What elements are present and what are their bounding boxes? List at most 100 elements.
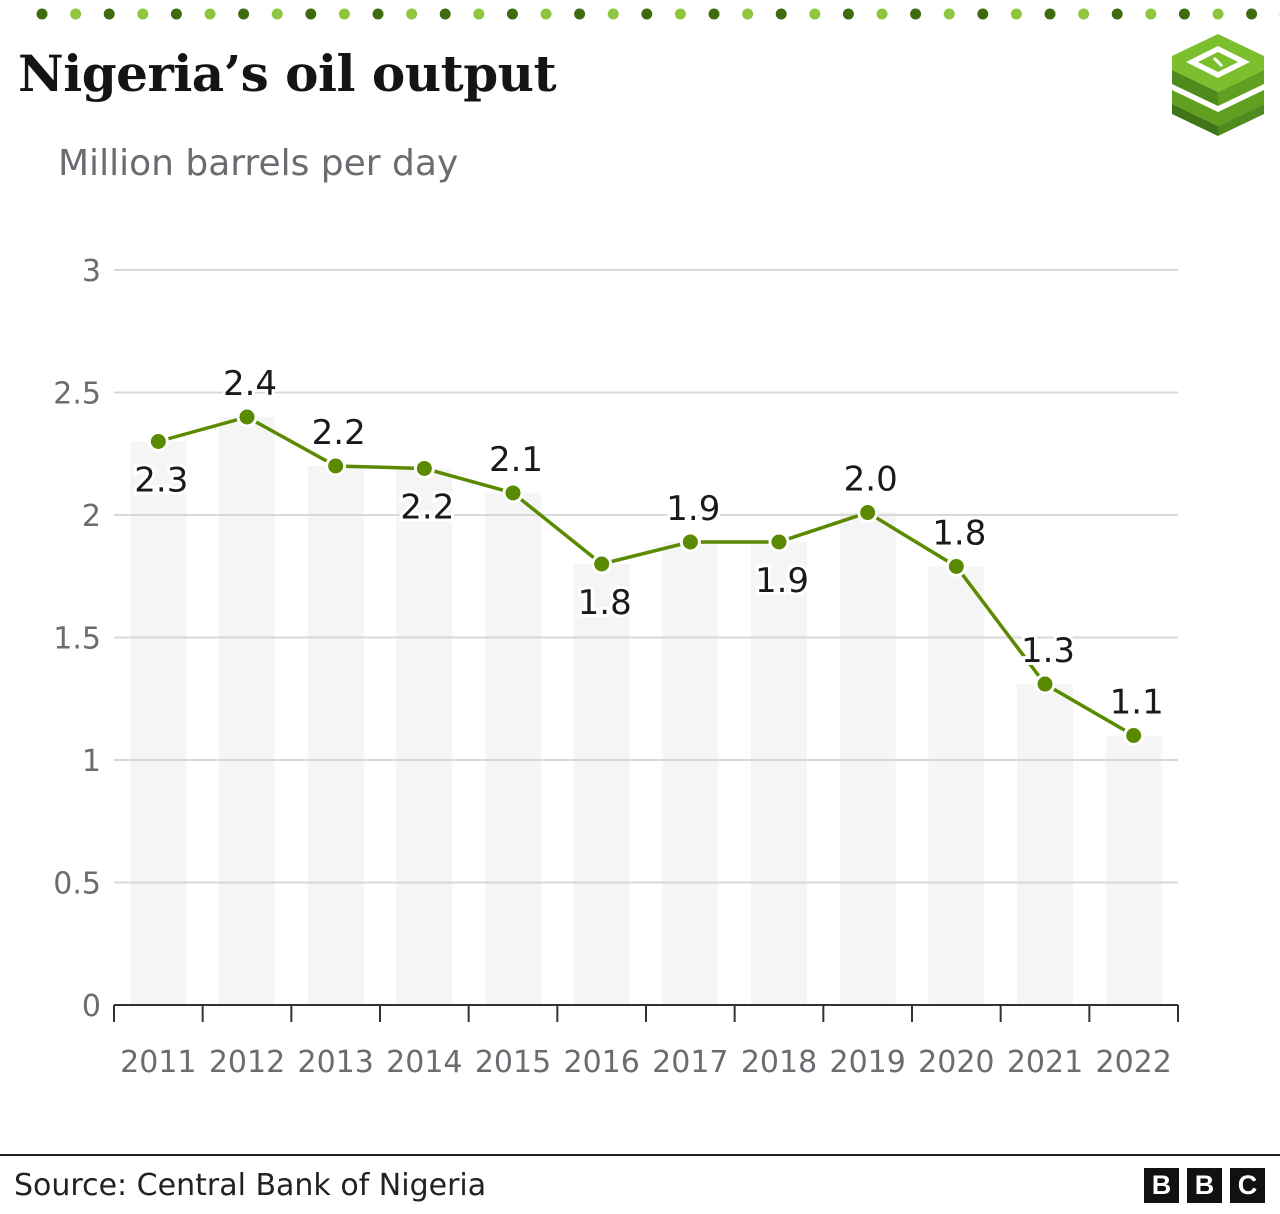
border-dot xyxy=(338,8,350,20)
series-line xyxy=(157,415,1135,738)
border-dot xyxy=(170,8,182,20)
bbc-logo-letter: B xyxy=(1187,1168,1222,1203)
x-tick-label: 2021 xyxy=(1007,1045,1083,1080)
border-dot xyxy=(70,8,82,20)
border-dot xyxy=(506,8,518,20)
oil-barrels-icon xyxy=(1172,34,1264,136)
chart-title: Nigeria’s oil output xyxy=(18,44,557,103)
border-dot xyxy=(809,8,821,20)
x-tick-label: 2011 xyxy=(120,1045,196,1080)
source-note: Source: Central Bank of Nigeria xyxy=(14,1168,487,1203)
border-dot xyxy=(305,8,317,20)
footer-divider xyxy=(0,1154,1280,1156)
y-tick-label: 0.5 xyxy=(53,867,101,902)
border-dot xyxy=(103,8,115,20)
x-tick-label: 2014 xyxy=(386,1045,462,1080)
x-tick-label: 2018 xyxy=(741,1045,817,1080)
border-dot xyxy=(1178,8,1190,20)
data-label: 2.3 xyxy=(134,461,188,501)
data-point xyxy=(768,531,790,553)
data-label: 1.3 xyxy=(1021,631,1075,671)
bbc-logo-letter: C xyxy=(1230,1168,1265,1203)
y-tick-label: 3 xyxy=(82,254,101,289)
data-label: 2.2 xyxy=(312,413,366,453)
border-dot xyxy=(775,8,787,20)
y-tick-label: 1 xyxy=(82,744,101,779)
data-label: 1.9 xyxy=(755,561,809,601)
data-point xyxy=(502,482,524,504)
border-dot xyxy=(406,8,418,20)
data-label: 1.8 xyxy=(932,513,986,553)
border-dot xyxy=(574,8,586,20)
x-tick-label: 2019 xyxy=(829,1045,905,1080)
background-bar xyxy=(130,441,187,1005)
decorative-dot-border xyxy=(36,8,1280,20)
data-point xyxy=(945,555,967,577)
data-point xyxy=(236,406,258,428)
x-tick-label: 2015 xyxy=(475,1045,551,1080)
x-tick-label: 2012 xyxy=(209,1045,285,1080)
data-point xyxy=(679,531,701,553)
border-dot xyxy=(238,8,250,20)
background-bar xyxy=(1105,735,1162,1005)
background-bar xyxy=(396,468,453,1005)
data-label: 1.8 xyxy=(578,583,632,623)
data-point xyxy=(325,455,347,477)
border-dot xyxy=(742,8,754,20)
background-bar xyxy=(1017,684,1073,1005)
border-dot xyxy=(1078,8,1090,20)
border-dot xyxy=(372,8,384,20)
data-label: 2.1 xyxy=(489,440,543,480)
chart-subtitle: Million barrels per day xyxy=(58,143,459,184)
border-dot xyxy=(473,8,485,20)
y-tick-label: 2.5 xyxy=(53,377,101,412)
background-bar xyxy=(662,541,719,1005)
x-tick-label: 2017 xyxy=(652,1045,728,1080)
x-tick-label: 2022 xyxy=(1095,1045,1171,1080)
border-dot xyxy=(876,8,888,20)
background-bar xyxy=(751,541,807,1005)
background-bar xyxy=(573,564,630,1005)
background-bar xyxy=(485,492,541,1005)
data-label: 1.9 xyxy=(666,489,720,529)
border-dot xyxy=(607,8,619,20)
x-tick-label: 2020 xyxy=(918,1045,994,1080)
data-label: 2.0 xyxy=(844,460,898,500)
x-tick-label: 2016 xyxy=(563,1045,639,1080)
y-tick-label: 2 xyxy=(82,499,101,534)
border-dot xyxy=(1246,8,1258,20)
data-point xyxy=(1034,673,1056,695)
border-dot xyxy=(842,8,854,20)
border-dot xyxy=(137,8,149,20)
data-label: 2.2 xyxy=(400,487,454,527)
x-tick-label: 2013 xyxy=(297,1045,373,1080)
border-dot xyxy=(540,8,552,20)
background-bar xyxy=(219,417,275,1005)
data-label: 2.4 xyxy=(223,364,277,404)
border-dot xyxy=(1145,8,1157,20)
border-dot xyxy=(204,8,216,20)
data-label: 1.1 xyxy=(1110,683,1164,723)
border-dot xyxy=(943,8,955,20)
bbc-logo: B B C xyxy=(1144,1168,1265,1203)
border-dot xyxy=(1212,8,1224,20)
bbc-logo-letter: B xyxy=(1144,1168,1179,1203)
data-point xyxy=(857,502,879,524)
y-tick-label: 0 xyxy=(82,989,101,1024)
border-dot xyxy=(708,8,720,20)
border-dot xyxy=(641,8,653,20)
border-dot xyxy=(439,8,451,20)
border-dot xyxy=(1010,8,1022,20)
border-dot xyxy=(1044,8,1056,20)
data-point xyxy=(591,553,613,575)
background-bar xyxy=(928,566,985,1005)
border-dot xyxy=(977,8,989,20)
border-dot xyxy=(674,8,686,20)
data-point xyxy=(147,431,169,452)
y-tick-label: 1.5 xyxy=(53,622,101,657)
data-point xyxy=(413,457,435,479)
border-dot xyxy=(1111,8,1123,20)
line-chart: 0 0.5 1 1.5 2 2.5 3 2011 2012 2013 2014 2015 2016 201… xyxy=(53,254,1179,1080)
border-dot xyxy=(910,8,922,20)
background-bar xyxy=(307,466,364,1005)
